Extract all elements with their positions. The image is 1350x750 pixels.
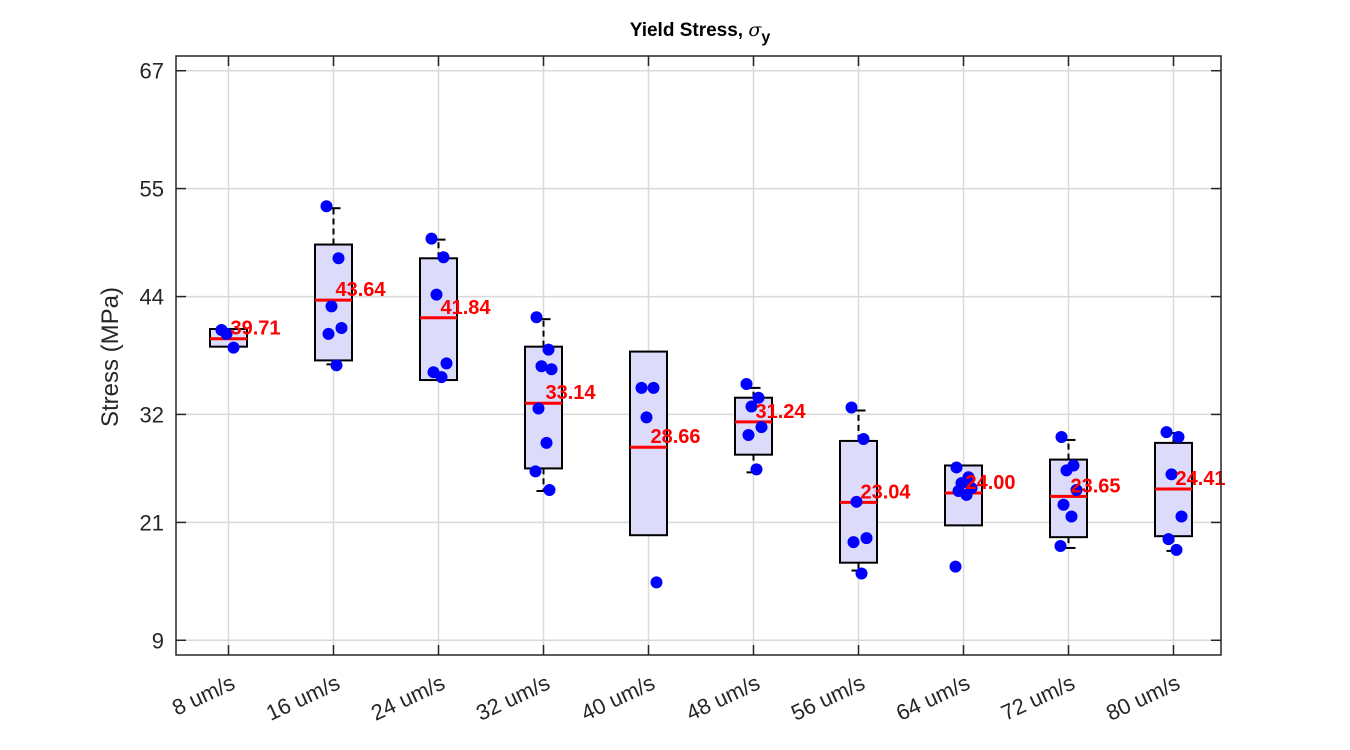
data-point [1055, 431, 1068, 444]
y-tick-label: 9 [152, 628, 164, 653]
data-point [855, 567, 868, 580]
median-labels: 39.71 43.64 41.84 33.14 28.66 31.24 23.04 24.00… [231, 279, 1226, 503]
data-point [752, 391, 765, 404]
data-point [430, 288, 443, 301]
data-point [545, 363, 558, 376]
median-value-label: 24.00 [966, 472, 1016, 494]
median-value-label: 23.04 [861, 481, 912, 503]
box-group [524, 318, 563, 493]
median-value-label: 43.64 [336, 279, 387, 301]
data-point [535, 360, 548, 373]
box-iqr [629, 350, 668, 537]
data-point [437, 251, 450, 264]
data-point [742, 429, 755, 442]
box-group [1154, 432, 1193, 552]
data-point [332, 252, 345, 265]
y-tick-label: 55 [140, 177, 164, 202]
data-point [1060, 464, 1073, 477]
data-point [845, 401, 858, 414]
data-point [847, 536, 860, 549]
data-point [1065, 510, 1078, 523]
y-tick-label: 21 [140, 510, 164, 535]
x-tick-label: 64 um/s [892, 670, 973, 726]
data-point [1170, 543, 1183, 556]
x-tick-label: 56 um/s [787, 670, 868, 726]
data-point [322, 327, 335, 340]
data-point [745, 400, 758, 413]
data-point [330, 359, 343, 372]
data-point [857, 432, 870, 445]
data-point [1175, 510, 1188, 523]
median-value-label: 41.84 [441, 297, 492, 319]
boxes [209, 207, 1193, 572]
data-point [1162, 533, 1175, 546]
data-point [540, 436, 553, 449]
data-point [320, 200, 333, 213]
chart-title: Yield Stress, σy [630, 19, 771, 46]
data-point [740, 377, 753, 390]
data-point [949, 560, 962, 573]
x-tick-label: 24 um/s [367, 670, 448, 726]
x-tick-label: 48 um/s [682, 670, 763, 726]
data-point [1057, 498, 1070, 511]
median-value-label: 28.66 [651, 426, 701, 448]
data-point [542, 343, 555, 356]
median-value-label: 39.71 [231, 318, 281, 340]
axes-frame [175, 55, 1222, 656]
data-point [335, 322, 348, 335]
data-point [1160, 426, 1173, 439]
data-point [532, 402, 545, 415]
x-tick-label: 80 um/s [1102, 670, 1183, 726]
data-point [635, 381, 648, 394]
data-point [1054, 540, 1067, 553]
data-point [950, 461, 963, 474]
data-point [529, 465, 542, 478]
median-value-label: 24.41 [1176, 468, 1226, 490]
x-tick-label: 16 um/s [262, 670, 343, 726]
data-point [755, 421, 768, 434]
data-point [640, 411, 653, 424]
y-axis-label: Stress (MPa) [97, 287, 124, 427]
x-tick-label: 40 um/s [577, 670, 658, 726]
x-tick-label: 32 um/s [472, 670, 553, 726]
y-tick-label: 67 [140, 59, 164, 84]
ticks: 9 21 32 44 55 67 8 um/s 16 um/s 24 um/s 32 um/s 40… [140, 56, 1221, 726]
x-tick-label: 72 um/s [997, 670, 1078, 726]
data-point [750, 463, 763, 476]
data-point [647, 381, 660, 394]
data-point [227, 341, 240, 354]
data-point [220, 327, 233, 340]
y-tick-label: 32 [140, 402, 164, 427]
data-point [425, 232, 438, 245]
data-point [325, 300, 338, 313]
data-point [960, 488, 973, 501]
data-point [530, 311, 543, 324]
data-point [440, 357, 453, 370]
median-value-label: 31.24 [756, 401, 807, 423]
data-points [215, 200, 1188, 589]
y-tick-label: 44 [140, 285, 164, 310]
data-point [435, 371, 448, 384]
data-point [860, 532, 873, 545]
data-point [1165, 468, 1178, 481]
median-value-label: 23.65 [1071, 475, 1121, 497]
data-point [650, 576, 663, 589]
x-tick-label: 8 um/s [168, 670, 238, 721]
data-point [1172, 431, 1185, 444]
data-point [543, 484, 556, 497]
box-group [629, 350, 668, 537]
data-point [850, 495, 863, 508]
data-point [1070, 484, 1083, 497]
median-value-label: 33.14 [546, 382, 597, 404]
